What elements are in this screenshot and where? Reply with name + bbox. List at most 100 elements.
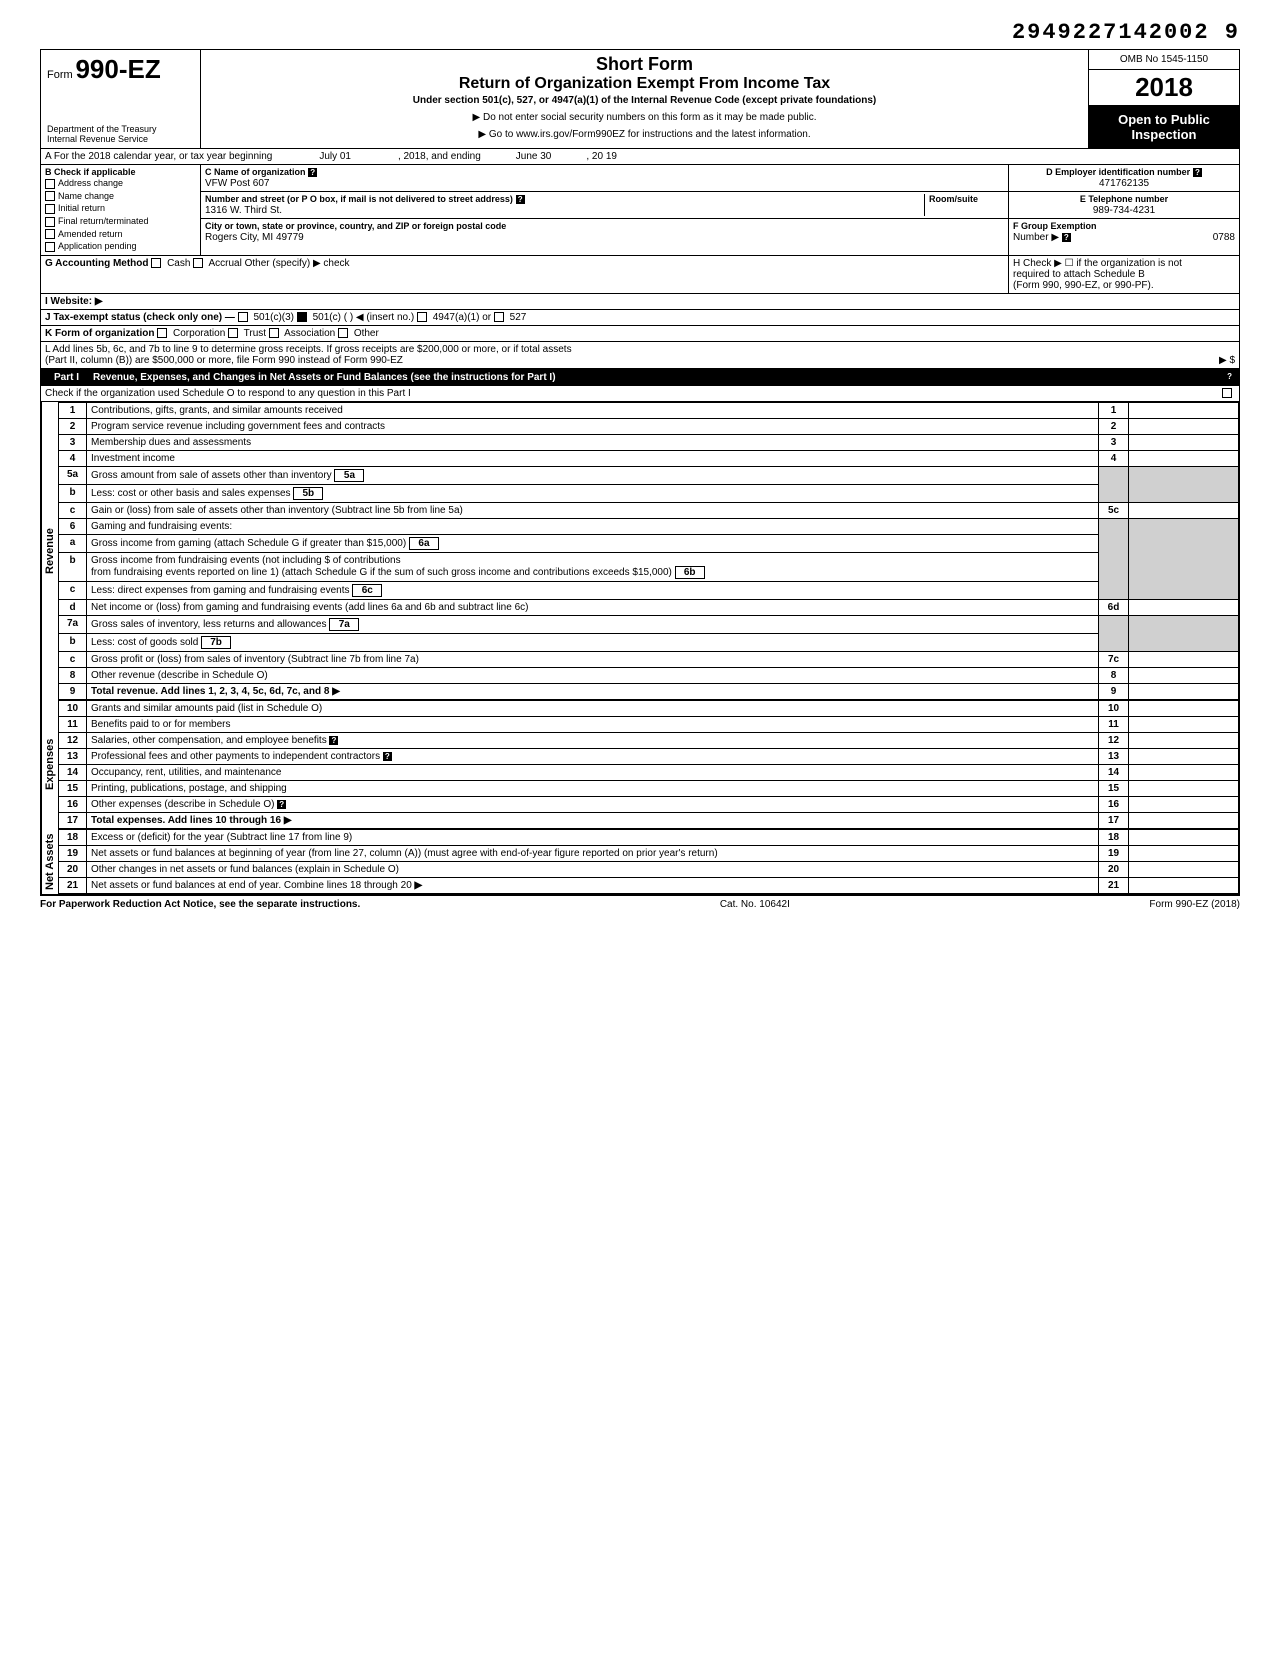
amt-5c[interactable] [1129,502,1239,518]
ein-value[interactable]: 471762135 [1099,178,1149,189]
amt-4[interactable] [1129,450,1239,466]
amt-6d[interactable] [1129,599,1239,615]
org-name[interactable]: VFW Post 607 [205,178,269,189]
group-num-label: Number ▶ [1013,232,1059,243]
amt-3[interactable] [1129,434,1239,450]
line-a-mid: , 2018, and ending [398,151,481,162]
line-6b-pre: Gross income from fundraising events (no… [91,555,330,566]
amt-7c[interactable] [1129,651,1239,667]
amt-13[interactable] [1129,748,1239,764]
help-icon[interactable]: ? [383,752,392,761]
paperwork-notice: For Paperwork Reduction Act Notice, see … [40,899,360,910]
line-h-1: H Check ▶ ☐ if the organization is not [1013,258,1235,269]
line-8: Other revenue (describe in Schedule O) [87,667,1099,683]
amt-2[interactable] [1129,418,1239,434]
line-l-2: (Part II, column (B)) are $500,000 or mo… [45,355,403,366]
part-1-label: Part I [46,372,87,383]
checkbox-name-change[interactable] [45,191,55,201]
open-public-2: Inspection [1091,127,1237,142]
line-6c: Less: direct expenses from gaming and fu… [91,585,349,596]
checkbox-501c[interactable]: ✓ [297,312,307,322]
line-h-3: (Form 990, 990-EZ, or 990-PF). [1013,280,1235,291]
line-18: Excess or (deficit) for the year (Subtra… [87,829,1099,845]
checkbox-corp[interactable] [157,328,167,338]
checkbox-501c3[interactable] [238,312,248,322]
street-address[interactable]: 1316 W. Third St. [205,205,282,216]
amt-15[interactable] [1129,780,1239,796]
line-14: Occupancy, rent, utilities, and maintena… [87,764,1099,780]
amt-21[interactable] [1129,877,1239,893]
checkbox-initial-return[interactable] [45,204,55,214]
amt-14[interactable] [1129,764,1239,780]
line-k-label: K Form of organization [45,328,154,339]
tax-year-end[interactable]: June 30 [484,151,584,162]
amt-19[interactable] [1129,845,1239,861]
help-icon[interactable]: ? [308,168,317,177]
city-state-zip[interactable]: Rogers City, MI 49779 [205,232,304,243]
help-icon[interactable]: ? [1062,233,1071,242]
help-icon[interactable]: ? [1193,168,1202,177]
group-label: F Group Exemption [1013,221,1097,231]
tax-year: 2018 [1089,70,1239,106]
line-17: Total expenses. Add lines 10 through 16 [91,815,281,826]
help-icon[interactable]: ? [329,736,338,745]
amt-11[interactable] [1129,716,1239,732]
line-i: I Website: ▶ [45,296,103,307]
line-6: Gaming and fundraising events: [87,518,1099,534]
line-10: Grants and similar amounts paid (list in… [87,700,1099,716]
line-15: Printing, publications, postage, and shi… [87,780,1099,796]
room-label: Room/suite [929,194,978,204]
line-6b-post: from fundraising events reported on line… [91,567,672,578]
checkbox-pending[interactable] [45,242,55,252]
amt-10[interactable] [1129,700,1239,716]
cat-no: Cat. No. 10642I [720,899,790,910]
form-ref: Form 990-EZ (2018) [1149,899,1240,910]
dept-irs: Internal Revenue Service [47,134,194,144]
checkbox-527[interactable] [494,312,504,322]
accounting-other[interactable]: check [323,258,349,269]
revenue-label: Revenue [41,402,58,700]
amt-12[interactable] [1129,732,1239,748]
part-1-title: Revenue, Expenses, and Changes in Net As… [87,372,1225,383]
checkbox-schedule-o[interactable] [1222,388,1232,398]
help-icon[interactable]: ? [277,800,286,809]
line-l-1: L Add lines 5b, 6c, and 7b to line 9 to … [45,344,1235,355]
omb-number: OMB No 1545-1150 [1089,50,1239,70]
netassets-label: Net Assets [41,829,58,894]
org-name-label: C Name of organization [205,167,306,177]
checkbox-address-change[interactable] [45,179,55,189]
line-16: Other expenses (describe in Schedule O) [91,799,274,810]
line-20: Other changes in net assets or fund bala… [87,861,1099,877]
line-h-2: required to attach Schedule B [1013,269,1235,280]
amt-16[interactable] [1129,796,1239,812]
amt-17[interactable] [1129,812,1239,828]
expenses-label: Expenses [41,700,58,829]
checkbox-assoc[interactable] [269,328,279,338]
checkbox-cash[interactable] [151,258,161,268]
help-icon[interactable]: ? [1225,372,1234,383]
checkbox-accrual[interactable] [193,258,203,268]
line-7a: Gross sales of inventory, less returns a… [91,619,326,630]
line-13: Professional fees and other payments to … [91,751,380,762]
checkbox-amended[interactable] [45,229,55,239]
group-number[interactable]: 0788 [1213,232,1235,243]
tax-year-begin[interactable]: July 01 [275,151,395,162]
line-4: Investment income [87,450,1099,466]
checkbox-4947[interactable] [417,312,427,322]
line-19: Net assets or fund balances at beginning… [87,845,1099,861]
help-icon[interactable]: ? [516,195,525,204]
phone-value[interactable]: 989-734-4231 [1093,205,1155,216]
amt-20[interactable] [1129,861,1239,877]
document-number: 2949227142002 9 [40,20,1240,45]
amt-8[interactable] [1129,667,1239,683]
checkbox-other-org[interactable] [338,328,348,338]
checkbox-final-return[interactable] [45,217,55,227]
checkbox-trust[interactable] [228,328,238,338]
amt-9[interactable] [1129,683,1239,699]
open-public-1: Open to Public [1091,112,1237,127]
amt-18[interactable] [1129,829,1239,845]
subtitle: Under section 501(c), 527, or 4947(a)(1)… [209,95,1080,106]
form-prefix: Form [47,69,73,81]
line-j-label: J Tax-exempt status (check only one) — [45,312,235,323]
amt-1[interactable] [1129,402,1239,418]
